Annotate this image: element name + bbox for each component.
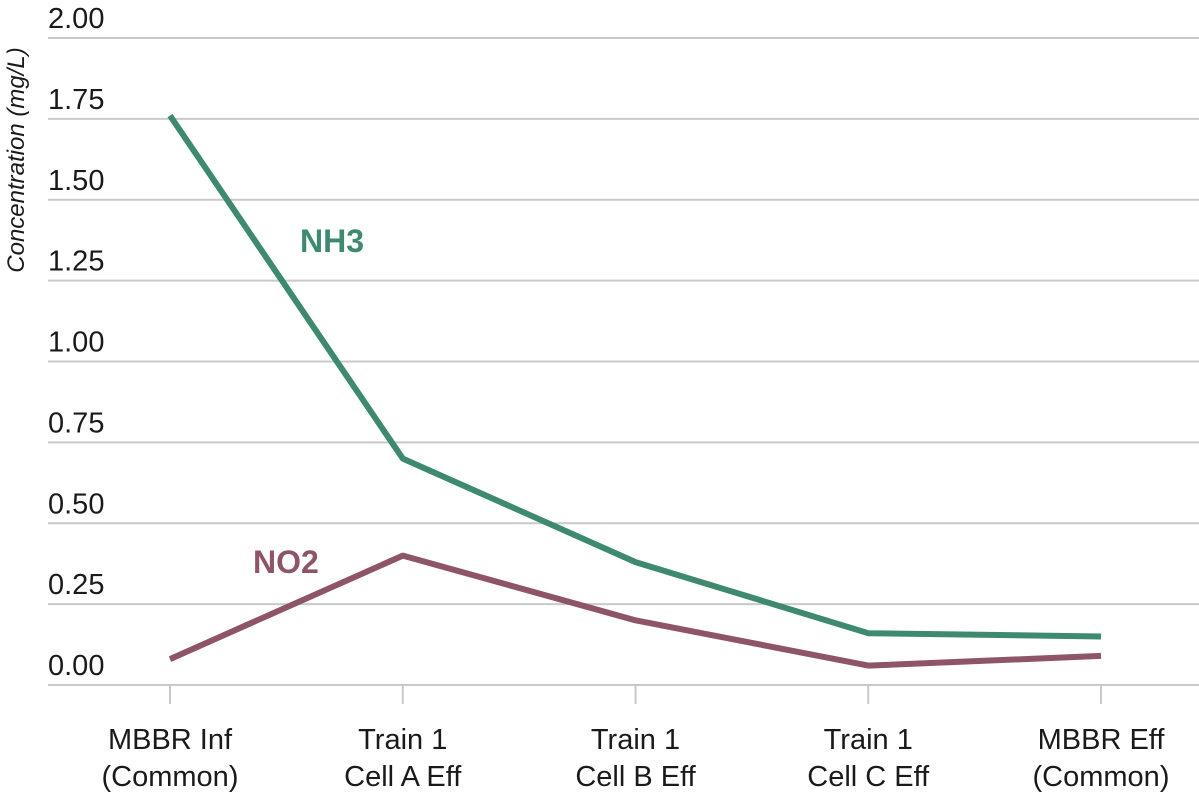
y-tick-label: 0.00	[48, 650, 104, 682]
y-axis-ticks: 0.00 0.25 0.50 0.75 1.00 1.25 1.50 1.75 2.00	[48, 3, 104, 682]
x-tick-label: Train 1 Cell A Eff	[344, 724, 462, 793]
x-tick-label-line: (Common)	[1033, 761, 1170, 793]
x-tick-label-line: Train 1	[358, 724, 447, 756]
y-tick-label: 0.75	[48, 407, 104, 439]
grid-lines	[48, 37, 1199, 686]
y-tick-label: 1.50	[48, 165, 104, 197]
x-tick-label-line: (Common)	[102, 761, 239, 793]
x-tick-label-line: Train 1	[824, 724, 913, 756]
y-tick-label: 1.75	[48, 84, 104, 116]
series-line-no2	[168, 552, 1102, 669]
x-tick-label: Train 1 Cell B Eff	[575, 724, 696, 793]
x-tick-label-line: Train 1	[591, 724, 680, 756]
series-label-nh3: NH3	[300, 223, 364, 259]
y-tick-label: 1.25	[48, 246, 104, 278]
x-tick-label: MBBR Eff (Common)	[1033, 724, 1170, 793]
x-tick-label-line: MBBR Eff	[1038, 724, 1166, 756]
x-tick-label-line: Cell A Eff	[344, 761, 462, 793]
y-tick-label: 0.50	[48, 488, 104, 520]
x-tick-label: Train 1 Cell C Eff	[807, 724, 930, 793]
y-axis-label: Concentration (mg/L)	[3, 47, 30, 272]
series-label-no2: NO2	[253, 544, 319, 580]
x-tick-label: MBBR Inf (Common)	[102, 724, 239, 793]
series-line-nh3	[167, 113, 1102, 640]
x-tick-label-line: Cell B Eff	[575, 761, 696, 793]
series-lines: NH3 NO2	[167, 113, 1102, 669]
y-tick-label: 0.25	[48, 569, 104, 601]
x-tick-label-line: Cell C Eff	[807, 761, 930, 793]
y-tick-label: 2.00	[48, 3, 104, 35]
x-tick-label-line: MBBR Inf	[108, 724, 233, 756]
y-tick-label: 1.00	[48, 327, 104, 359]
